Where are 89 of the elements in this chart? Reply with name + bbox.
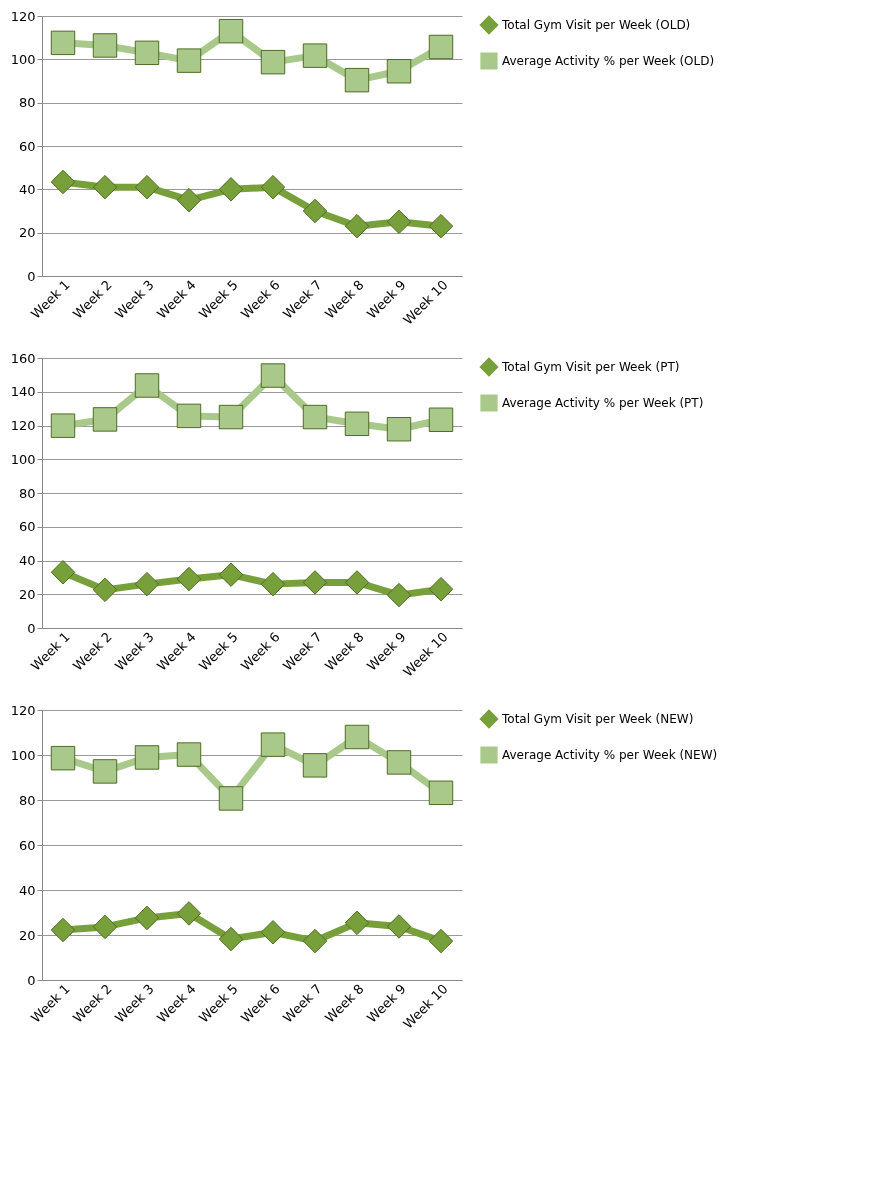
point: [428, 213, 454, 239]
point: [218, 404, 244, 430]
point: [134, 905, 160, 931]
y-tick-label: 100: [10, 451, 36, 467]
point: [302, 43, 328, 68]
point: [428, 407, 454, 432]
point: [92, 914, 118, 940]
point: [50, 169, 76, 195]
point: [302, 570, 328, 595]
point: [428, 928, 454, 954]
point: [50, 917, 76, 943]
point: [218, 786, 244, 811]
point: [386, 59, 412, 84]
y-tick-label: 40: [18, 181, 36, 197]
point: [302, 404, 328, 430]
y-tick-label: 100: [10, 747, 36, 763]
point: [218, 177, 244, 202]
point: [50, 745, 76, 771]
point: [92, 759, 118, 784]
point: [260, 732, 286, 757]
point: [176, 742, 202, 767]
point: [92, 174, 118, 200]
point: [92, 33, 118, 58]
point: [344, 910, 370, 936]
y-tick-label: 40: [18, 882, 36, 898]
point: [344, 67, 370, 93]
y-tick-label: 100: [10, 51, 36, 67]
legend-label: Average Activity % per Week (NEW): [502, 748, 718, 762]
point: [386, 582, 412, 608]
y-tick-label: 0: [27, 620, 36, 636]
point: [428, 576, 454, 602]
legend-label: Total Gym Visit per Week (NEW): [501, 712, 694, 726]
point: [260, 363, 286, 388]
point: [344, 411, 370, 437]
legend-label: Average Activity % per Week (PT): [502, 396, 704, 410]
legend-label: Total Gym Visit per Week (PT): [501, 360, 680, 374]
y-tick-label: 140: [10, 384, 36, 400]
point: [386, 914, 412, 939]
y-tick-label: 120: [10, 702, 36, 718]
y-tick-label: 20: [18, 927, 36, 943]
y-tick-label: 20: [18, 225, 36, 241]
y-tick-label: 20: [18, 586, 36, 602]
point: [218, 562, 244, 587]
y-tick-label: 80: [18, 485, 36, 501]
y-tick-label: 160: [10, 350, 36, 366]
point: [50, 30, 76, 56]
y-tick-label: 0: [27, 972, 36, 988]
point: [260, 174, 286, 200]
point: [134, 571, 160, 597]
point: [134, 745, 160, 770]
point: [260, 571, 286, 597]
y-tick-label: 40: [18, 553, 36, 568]
point: [50, 560, 76, 585]
point: [176, 901, 202, 926]
point: [218, 926, 244, 952]
point: [218, 18, 244, 44]
legend-label: Average Activity % per Week (OLD): [502, 54, 715, 68]
point: [260, 49, 286, 75]
y-tick-label: 120: [10, 418, 36, 433]
point: [386, 750, 412, 775]
legend-label: Total Gym Visit per Week (OLD): [501, 18, 691, 32]
point: [260, 920, 286, 945]
point: [176, 403, 202, 429]
point: [176, 566, 202, 592]
y-tick-label: 80: [18, 95, 36, 111]
point: [302, 928, 328, 954]
point: [428, 780, 454, 806]
point: [92, 407, 118, 432]
point: [386, 209, 412, 235]
point: [386, 416, 412, 442]
point: [134, 373, 160, 398]
point: [302, 753, 328, 778]
point: [92, 577, 118, 603]
point: [134, 40, 160, 66]
point: [176, 48, 202, 73]
y-tick-label: 0: [27, 268, 36, 284]
point: [344, 570, 370, 595]
point: [428, 34, 454, 60]
point: [176, 187, 202, 213]
y-tick-label: 60: [18, 519, 36, 535]
y-tick-label: 120: [10, 8, 36, 24]
point: [50, 413, 76, 438]
point: [344, 724, 370, 750]
y-tick-label: 60: [18, 837, 36, 853]
point: [302, 198, 328, 224]
y-tick-label: 80: [18, 792, 36, 808]
point: [344, 213, 370, 239]
y-tick-label: 60: [18, 138, 36, 154]
point: [134, 174, 160, 200]
